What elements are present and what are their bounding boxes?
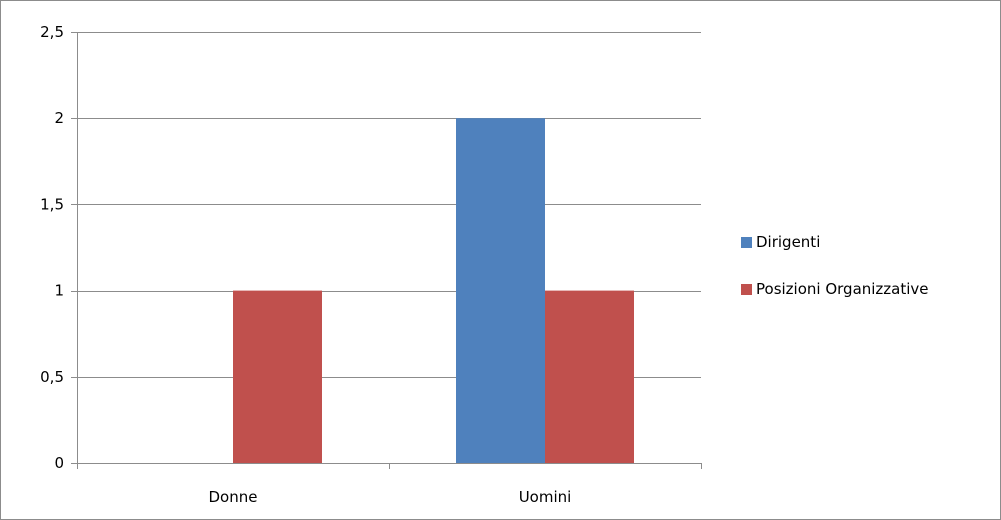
legend-label-posizioni-organizzative: Posizioni Organizzative (756, 280, 929, 298)
y-tick-label: 0 (54, 454, 64, 472)
bar-posizioni-organizzative-uomini (545, 290, 634, 463)
legend-item-dirigenti: Dirigenti (741, 231, 929, 253)
chart-legend: Dirigenti Posizioni Organizzative (741, 231, 929, 325)
bar-dirigenti-uomini (456, 118, 545, 463)
legend-swatch-posizioni-organizzative (741, 283, 752, 295)
y-tick-label: 1,5 (40, 195, 64, 213)
y-tick-label: 2,5 (40, 23, 64, 41)
y-tick-label: 2 (54, 109, 64, 127)
x-tick-label: Uomini (519, 488, 572, 506)
y-tick-label: 1 (54, 282, 64, 300)
y-tick-label: 0,5 (40, 368, 64, 386)
legend-label-dirigenti: Dirigenti (756, 233, 821, 251)
bar-posizioni-organizzative-donne (233, 290, 322, 463)
x-tick-label: Donne (209, 488, 258, 506)
legend-swatch-dirigenti (741, 236, 752, 248)
legend-item-posizioni-organizzative: Posizioni Organizzative (741, 278, 929, 300)
